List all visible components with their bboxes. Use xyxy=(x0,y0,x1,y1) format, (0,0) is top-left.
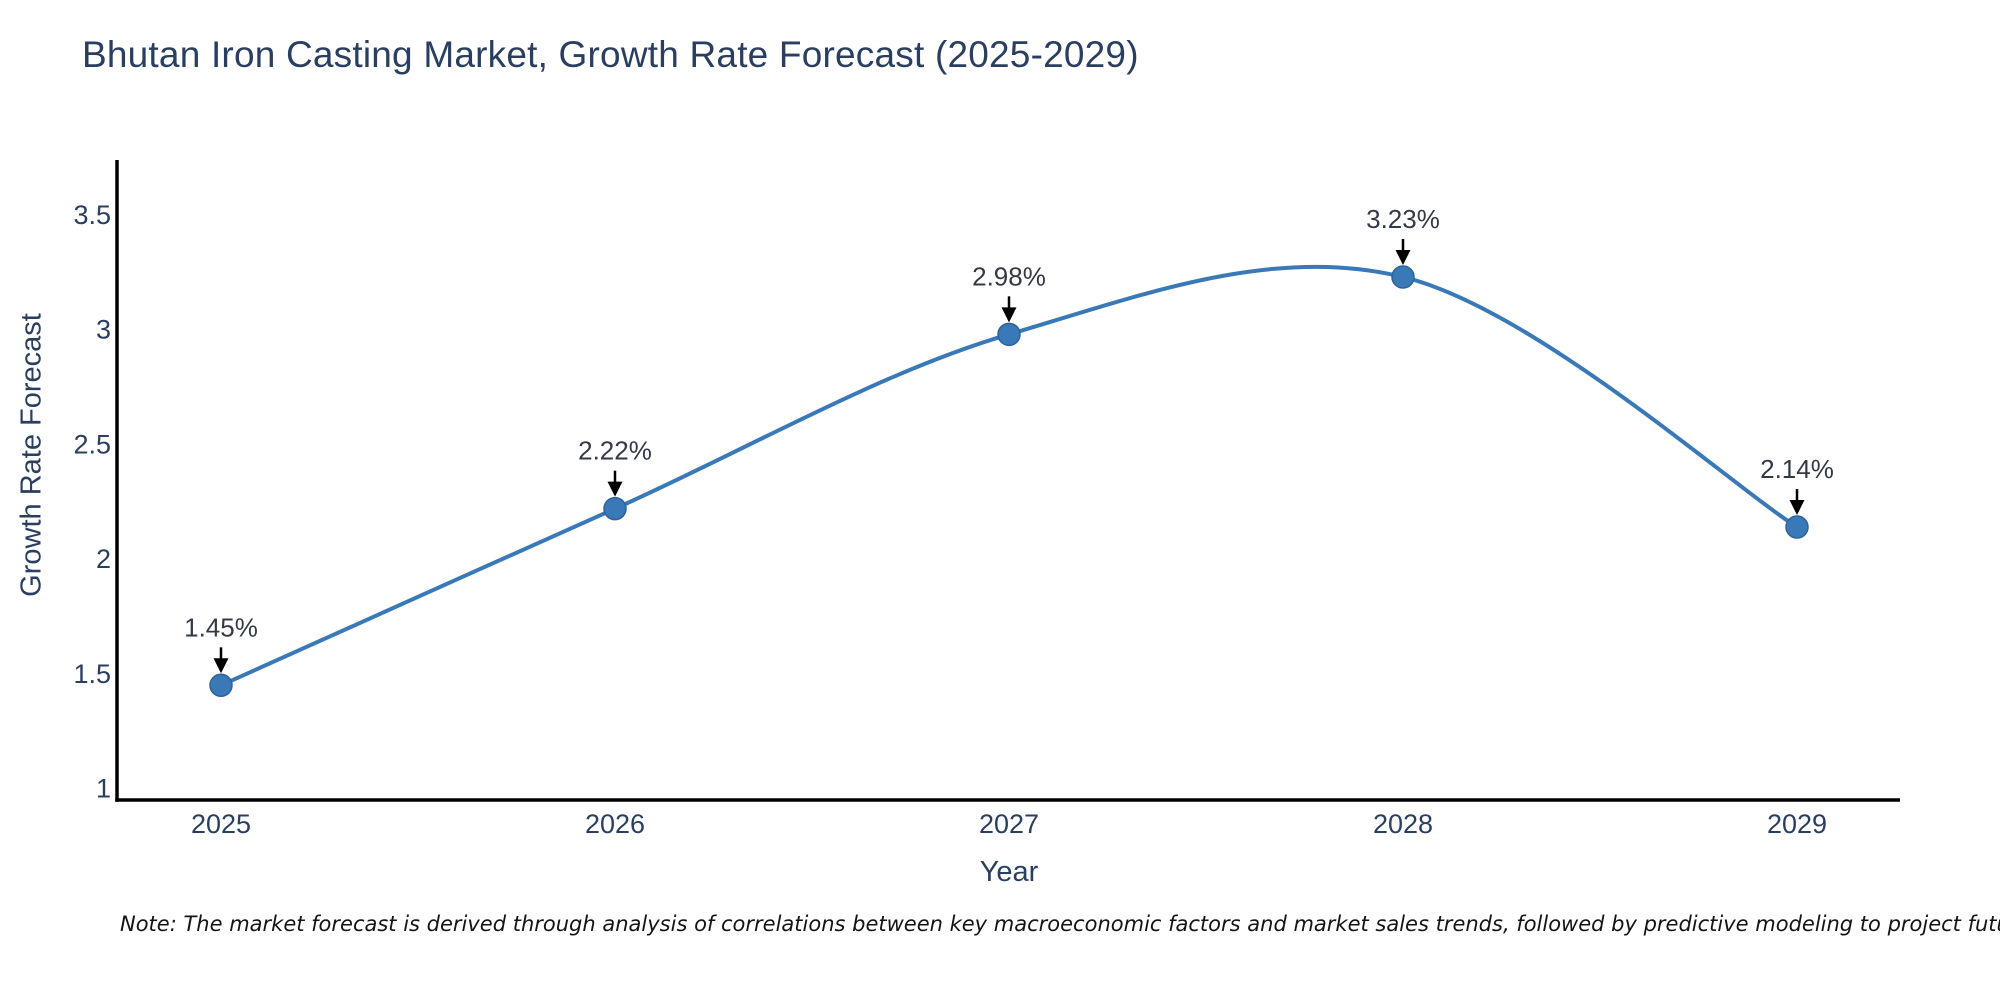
annotation-arrowhead-icon xyxy=(1789,500,1805,516)
y-tick-label: 1 xyxy=(96,774,111,804)
x-tick-label: 2025 xyxy=(191,809,251,839)
annotation-label: 1.45% xyxy=(184,612,258,642)
annotation-label: 2.14% xyxy=(1760,454,1834,484)
x-tick-label: 2027 xyxy=(979,809,1039,839)
annotation-label: 2.22% xyxy=(578,436,652,466)
annotation-arrowhead-icon xyxy=(1001,307,1017,323)
data-point-marker[interactable] xyxy=(209,673,233,698)
footnote: Note: The market forecast is derived thr… xyxy=(120,912,2000,936)
annotation-label: 2.98% xyxy=(972,261,1046,291)
data-point-marker[interactable] xyxy=(603,496,627,521)
x-tick-label: 2026 xyxy=(585,809,645,839)
y-tick-label: 2 xyxy=(96,544,111,574)
x-tick-label: 2028 xyxy=(1373,809,1433,839)
y-tick-label: 1.5 xyxy=(73,659,111,689)
annotation-arrowhead-icon xyxy=(1395,249,1411,265)
y-tick-label: 3 xyxy=(96,315,111,345)
x-tick-label: 2029 xyxy=(1767,809,1827,839)
annotation-label: 3.23% xyxy=(1366,204,1440,234)
data-point-marker[interactable] xyxy=(1785,515,1809,539)
annotation-arrowhead-icon xyxy=(607,481,623,497)
x-axis-title: Year xyxy=(979,856,1039,888)
data-point-marker[interactable] xyxy=(997,322,1021,347)
annotation-arrowhead-icon xyxy=(213,658,229,674)
data-point-marker[interactable] xyxy=(1391,265,1415,289)
y-tick-label: 2.5 xyxy=(73,429,111,459)
chart-title: Bhutan Iron Casting Market, Growth Rate … xyxy=(82,34,1139,75)
y-tick-label: 3.5 xyxy=(73,200,111,230)
